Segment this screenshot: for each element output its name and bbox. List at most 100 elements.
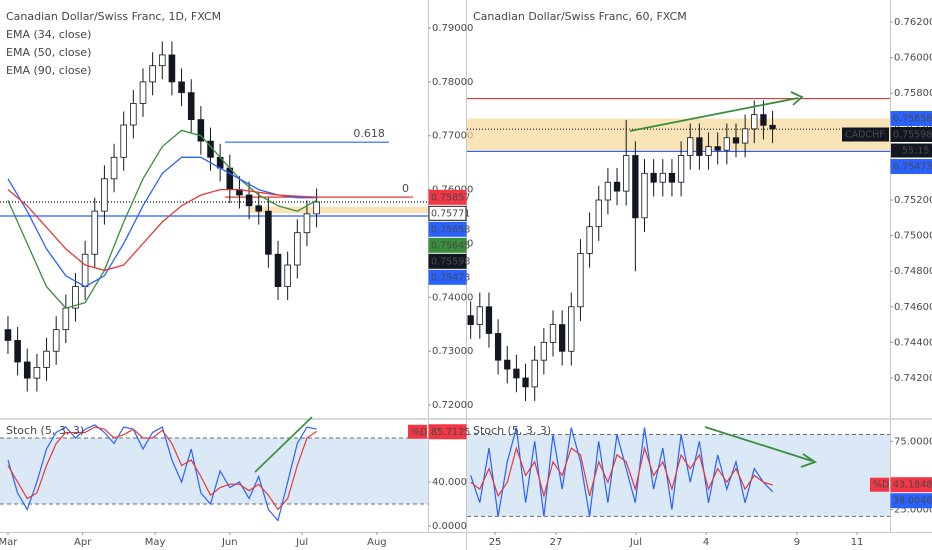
stoch-title: Stoch (5, 3, 3) [473,424,551,437]
candle-body [294,232,301,266]
y-tick-label: 0.0000 [432,521,467,532]
candle-body [760,114,767,126]
y-tick-label: 0.75200 [894,195,932,206]
y-tick-label: 0.74200 [894,373,932,384]
candle-body [120,124,127,158]
pane-divider [467,418,932,420]
plot-layer: 0.72000 0.73000 0.74000 0.75000 0.76000 0.770… [0,10,932,548]
level-label: 0 [402,182,409,195]
candle-body [168,54,176,83]
candle-body [687,137,694,156]
tag-box [408,424,427,439]
tag-label: CADCHF [845,130,885,141]
candle-body [62,307,70,331]
price-marker-label: 85.7125 [431,427,470,438]
y-tick-label: 0.78000 [432,77,473,88]
candle-body [568,306,575,352]
candle-body [265,210,272,255]
candle-body [197,119,205,142]
x-tick-label: 11 [851,537,864,548]
stoch-line [470,445,773,499]
candle-body [467,315,474,325]
price-marker-label: 0.75598 [431,256,470,267]
candle-body [91,210,99,255]
x-tick-label: Jul [295,537,308,548]
y-tick-label: 0.76200 [894,17,932,28]
zone [249,206,428,214]
price-marker-label: 0.75857 [431,192,470,203]
candle-body [313,201,320,215]
y-tick-label: 0.74000 [432,292,473,303]
level-label: 0.618 [353,127,385,140]
candle-body [650,172,657,183]
stoch-line [7,426,317,511]
price-marker-label: 0.75658 [893,114,932,125]
x-tick-label: 25 [489,537,502,548]
stoch-title: Stoch (5, 3, 3) [6,424,84,437]
y-tick-label: 0.76000 [894,53,932,64]
candle-body [187,92,195,120]
zone [467,118,890,152]
x-tick-label: 9 [794,537,800,548]
candle-body [178,81,185,94]
candle-body [274,253,282,287]
ema-line [7,156,317,288]
candle-body [284,264,291,287]
y-tick-label: 0.75000 [894,231,932,242]
candle-body [769,124,776,130]
candle-body [4,329,12,341]
candle-body [531,359,538,388]
candle-body [595,199,602,228]
y-tick-label: 0.74400 [894,337,932,348]
candle-body [14,340,21,363]
candle-body [158,54,166,67]
price-marker [890,127,932,143]
candle-body [504,359,511,370]
y-tick-label: 0.73000 [432,346,473,357]
price-marker-label: 0.75645 [431,240,470,251]
price-marker-label: 43.1848 [893,480,932,491]
stoch-band [0,438,428,505]
legend-entry: EMA (34, close) [6,28,91,41]
arrow-head [790,91,804,106]
x-tick-label: 4 [703,537,709,548]
candle-body [101,178,108,212]
candle-body [586,226,593,254]
tag-box [842,127,889,142]
ema-line [7,129,317,309]
candle-body [705,146,712,156]
y-tick-label: 40.0000 [432,477,473,488]
ema-line [7,188,317,272]
candle-body [23,361,31,379]
candle-body [139,81,147,104]
x-tick-label: May [145,537,166,548]
candle-body [677,155,685,183]
price-marker [890,493,932,509]
arrow-head [800,453,817,468]
legend-entry: EMA (50, close) [6,46,91,59]
y-tick-label: 0.77000 [432,131,473,142]
chart-title: Canadian Dollar/Swiss Franc, 60, FXCM [473,10,687,23]
price-marker [428,189,467,205]
candle-body [559,324,566,352]
countdown-box [891,143,932,158]
candle-body [33,366,41,379]
price-marker-label: 0.75658 [431,224,470,235]
trend-drawing [704,426,813,462]
stoch-band [467,434,890,517]
price-marker [428,253,467,269]
x-tick-label: Jul [629,537,642,548]
price-marker [890,477,932,493]
trend-drawing [629,97,799,132]
x-tick-label: Jun [221,537,238,548]
candle-body [577,252,584,308]
price-marker [890,159,932,175]
candle-body [641,172,648,219]
tag-label: %D [873,480,889,491]
price-marker [428,269,467,285]
candle-body [485,306,493,334]
candle-body [732,137,740,144]
price-marker-label: 0.75771 [431,208,470,219]
candle-body [549,324,557,343]
x-tick-label: Aug [367,537,387,548]
